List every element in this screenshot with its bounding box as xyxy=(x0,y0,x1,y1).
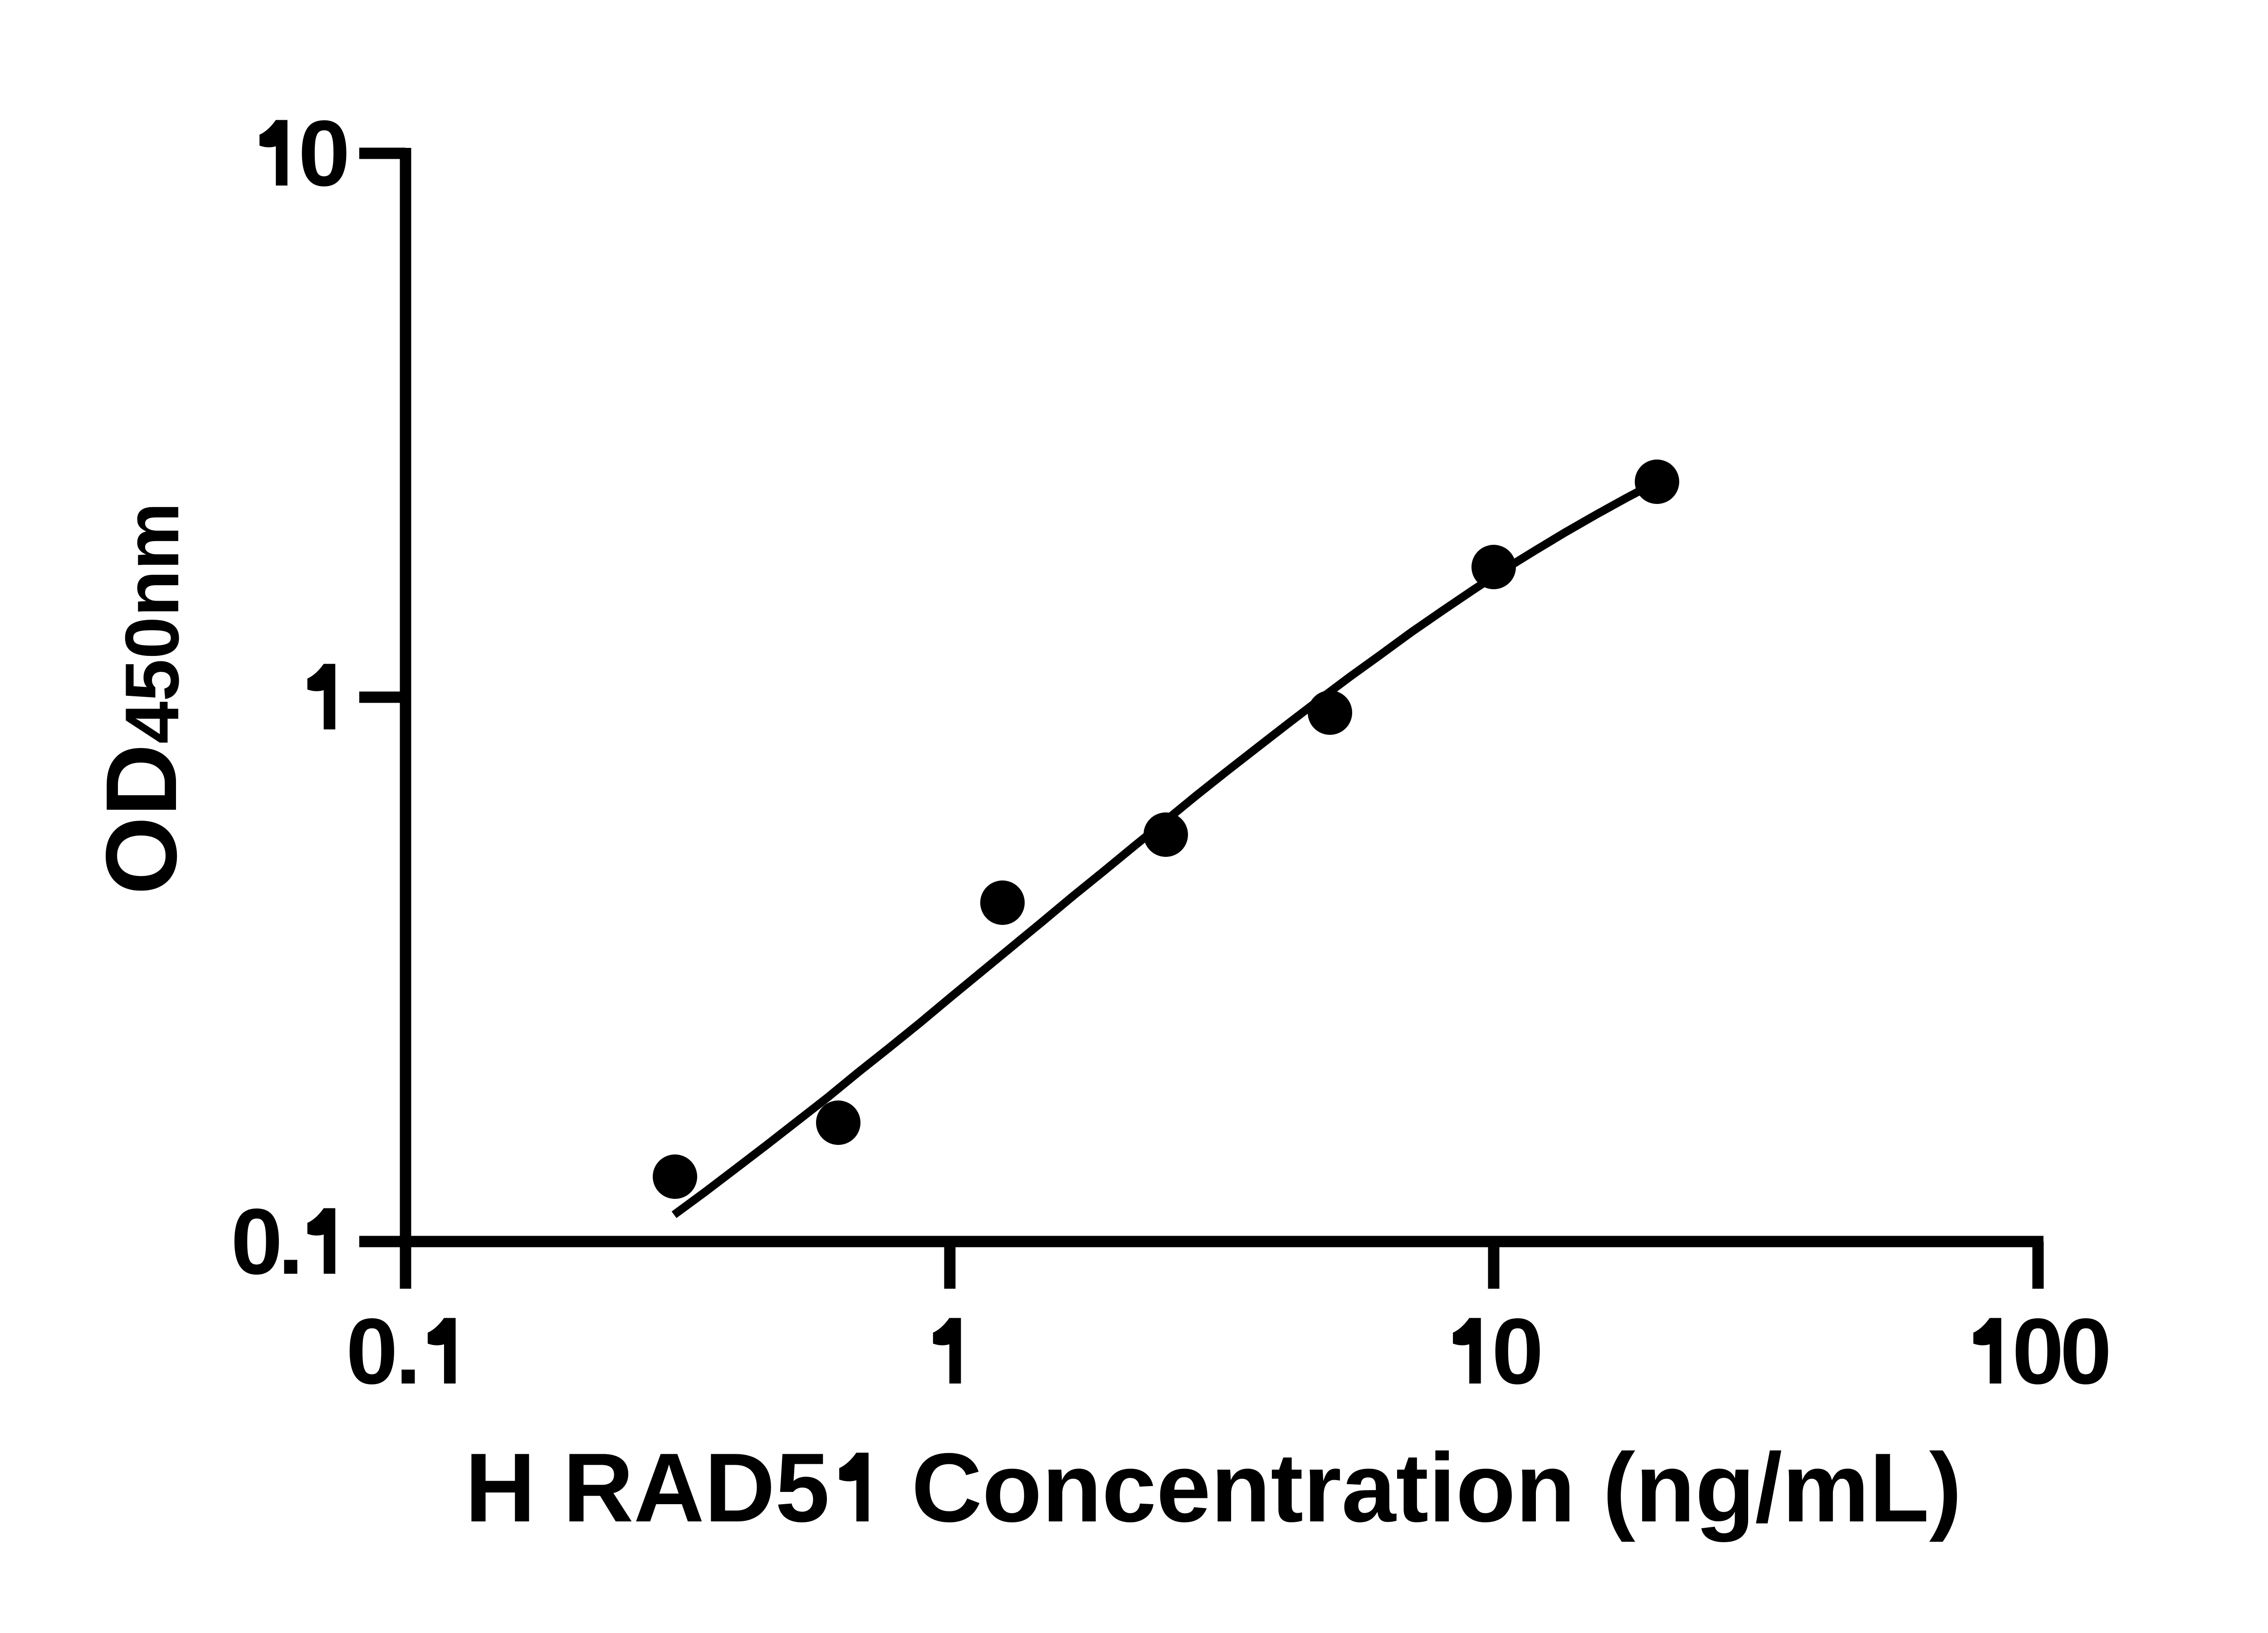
svg-text:0: 0 xyxy=(2060,1299,2112,1403)
svg-text:0: 0 xyxy=(2012,1299,2064,1403)
svg-text:.: . xyxy=(278,1189,303,1294)
svg-text:H RAD5: H RAD5 xyxy=(465,1433,830,1542)
svg-text:.: . xyxy=(395,1299,421,1403)
svg-text:0: 0 xyxy=(346,1299,398,1403)
svg-text:Concentration (ng/mL): Concentration (ng/mL) xyxy=(884,1433,1962,1542)
svg-text:0: 0 xyxy=(298,101,350,205)
svg-text:OD450nm: OD450nm xyxy=(85,502,198,895)
svg-text:0: 0 xyxy=(1492,1299,1544,1403)
svg-text:0: 0 xyxy=(231,1189,283,1294)
